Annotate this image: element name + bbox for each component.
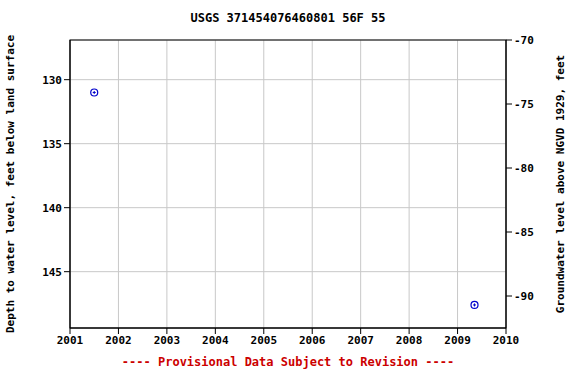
- svg-text:2007: 2007: [347, 334, 374, 347]
- svg-text:2001: 2001: [57, 334, 84, 347]
- svg-text:2010: 2010: [493, 334, 520, 347]
- svg-text:---- Provisional Data Subject: ---- Provisional Data Subject to Revisio…: [122, 355, 454, 369]
- svg-text:-70: -70: [514, 34, 534, 47]
- svg-text:2004: 2004: [202, 334, 229, 347]
- svg-text:2008: 2008: [396, 334, 423, 347]
- svg-text:2009: 2009: [444, 334, 471, 347]
- svg-text:2003: 2003: [154, 334, 181, 347]
- svg-text:2002: 2002: [105, 334, 132, 347]
- svg-text:2006: 2006: [299, 334, 326, 347]
- svg-text:Groundwater level above NGVD 1: Groundwater level above NGVD 1929, feet: [554, 55, 567, 313]
- svg-text:135: 135: [42, 138, 62, 151]
- svg-text:140: 140: [42, 202, 62, 215]
- svg-text:145: 145: [42, 266, 62, 279]
- svg-text:2005: 2005: [251, 334, 278, 347]
- svg-text:-90: -90: [514, 290, 534, 303]
- svg-text:-80: -80: [514, 162, 534, 175]
- svg-text:USGS 371454076460801 56F 55: USGS 371454076460801 56F 55: [190, 11, 385, 25]
- svg-text:Depth to water level, feet bel: Depth to water level, feet below land su…: [8, 35, 17, 333]
- svg-text:-75: -75: [514, 98, 534, 111]
- svg-text:130: 130: [42, 74, 62, 87]
- svg-text:-85: -85: [514, 226, 534, 239]
